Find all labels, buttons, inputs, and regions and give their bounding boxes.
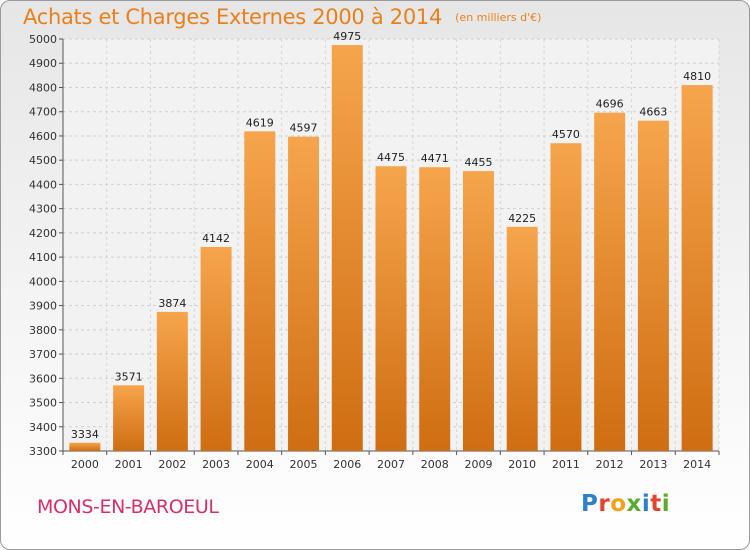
y-tick-label: 3300: [29, 445, 57, 458]
y-tick-label: 3700: [29, 348, 57, 361]
x-tick-label: 2002: [158, 458, 186, 471]
value-label: 4597: [290, 122, 318, 135]
bar: [156, 311, 188, 451]
x-tick-label: 2009: [464, 458, 492, 471]
value-label: 4225: [508, 212, 536, 225]
x-tick-label: 2006: [333, 458, 361, 471]
x-tick-label: 2005: [290, 458, 318, 471]
bar: [594, 112, 626, 451]
brand-letter: x: [626, 491, 642, 517]
brand-letter: o: [610, 491, 627, 517]
bars: [69, 45, 713, 452]
y-tick-label: 3600: [29, 372, 57, 385]
y-tick-label: 4300: [29, 203, 57, 216]
bar: [244, 131, 276, 451]
y-tick-label: 4400: [29, 178, 57, 191]
brand-letter: i: [661, 491, 671, 517]
value-label: 4810: [683, 70, 711, 83]
x-tick-label: 2000: [71, 458, 99, 471]
bar: [462, 171, 494, 452]
chart-title: Achats et Charges Externes 2000 à 2014: [23, 5, 443, 29]
x-tick-label: 2001: [115, 458, 143, 471]
x-tick-label: 2007: [377, 458, 405, 471]
value-label: 4696: [596, 98, 624, 111]
title-block: Achats et Charges Externes 2000 à 2014 (…: [23, 5, 541, 29]
value-label: 4142: [202, 232, 230, 245]
brand-logo: Proxiti: [581, 491, 670, 517]
y-tick-label: 4100: [29, 251, 57, 264]
bar: [506, 226, 538, 451]
value-label: 4471: [421, 152, 449, 165]
y-tick-label: 4900: [29, 57, 57, 70]
x-tick-label: 2012: [596, 458, 624, 471]
x-tick-label: 2014: [683, 458, 711, 471]
value-label: 3874: [158, 297, 186, 310]
bar: [69, 442, 101, 451]
brand-letter: t: [650, 491, 662, 517]
y-tick-label: 4800: [29, 81, 57, 94]
x-tick-label: 2003: [202, 458, 230, 471]
value-label: 4975: [333, 30, 361, 43]
value-label: 4475: [377, 151, 405, 164]
value-label: 3334: [71, 428, 99, 441]
bar: [419, 167, 451, 451]
y-tick-label: 3400: [29, 421, 57, 434]
x-tick-label: 2013: [639, 458, 667, 471]
brand-letter: P: [581, 491, 599, 517]
y-tick-label: 3900: [29, 300, 57, 313]
bar: [375, 166, 407, 451]
value-label: 4455: [464, 156, 492, 169]
y-tick-label: 4600: [29, 130, 57, 143]
x-tick-label: 2010: [508, 458, 536, 471]
brand-letter: i: [641, 491, 651, 517]
labels: 3300 3400 3500 3600 3700 3800 3900 4000 4100 4200…: [29, 30, 711, 471]
bar: [288, 136, 320, 452]
value-label: 4663: [639, 106, 667, 119]
bar: [331, 45, 363, 451]
y-tick-label: 3500: [29, 397, 57, 410]
x-tick-label: 2008: [421, 458, 449, 471]
bar: [637, 120, 669, 451]
value-label: 3571: [115, 370, 143, 383]
bar: [681, 85, 713, 451]
bar: [200, 246, 232, 451]
bar: [113, 385, 145, 451]
y-tick-label: 4000: [29, 275, 57, 288]
x-tick-label: 2004: [246, 458, 274, 471]
brand-letter: r: [598, 491, 611, 517]
place-name: MONS-EN-BAROEUL: [37, 496, 219, 518]
y-tick-label: 4200: [29, 227, 57, 240]
value-label: 4570: [552, 128, 580, 141]
x-tick-label: 2011: [552, 458, 580, 471]
chart-unit-note: (en milliers d'€): [455, 11, 542, 24]
bar: [550, 143, 582, 451]
y-tick-label: 3800: [29, 324, 57, 337]
y-tick-label: 4500: [29, 154, 57, 167]
y-tick-label: 4700: [29, 106, 57, 119]
value-label: 4619: [246, 116, 274, 129]
y-tick-label: 5000: [29, 33, 57, 46]
